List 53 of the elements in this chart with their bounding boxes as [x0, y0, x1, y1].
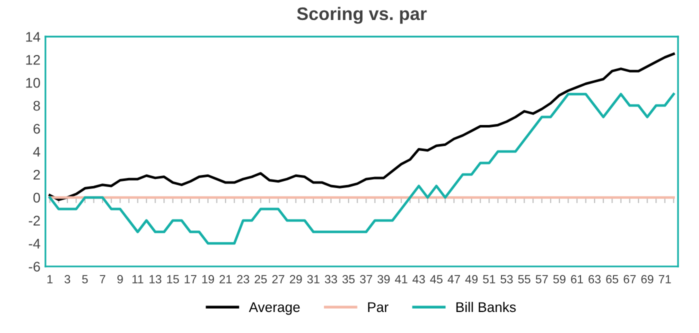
x-tick-label: 11: [132, 275, 144, 284]
x-tick-label: 47: [448, 275, 460, 284]
line-series: [48, 52, 675, 202]
y-tick-label: 4: [33, 146, 40, 157]
x-tick-label: 69: [641, 275, 654, 284]
line-series: [48, 92, 675, 245]
y-tick-label: 6: [34, 124, 40, 134]
y-tick-label: 12: [26, 54, 40, 65]
x-tick-label: 9: [117, 275, 123, 284]
x-tick-label: 43: [412, 275, 425, 284]
x-tick-label: 25: [254, 275, 267, 284]
x-tick-label: 17: [184, 275, 196, 284]
x-tick-label: 57: [536, 275, 548, 284]
y-tick-label: -6: [28, 262, 40, 272]
y-tick-label: 8: [33, 100, 40, 111]
legend-label: Average: [248, 302, 300, 315]
x-tick-label: 51: [483, 275, 496, 284]
legend-label: Bill Banks: [456, 302, 516, 312]
x-tick-label: 13: [150, 275, 162, 284]
y-tick-label: -2: [28, 216, 40, 226]
x-tick-label: 7: [100, 275, 106, 284]
x-tick-label: 15: [167, 275, 179, 284]
x-tick-label: 1: [47, 275, 53, 284]
x-tick-label: 53: [500, 275, 513, 284]
y-tick-label: 2: [34, 170, 40, 180]
x-tick-label: 31: [307, 275, 320, 284]
x-tick-label: 33: [324, 275, 338, 284]
x-tick-label: 61: [571, 275, 583, 284]
x-tick-label: 21: [220, 275, 232, 284]
chart-title: Scoring vs. par: [297, 6, 427, 24]
x-tick-label: 37: [360, 275, 372, 284]
x-tick-label: 27: [272, 275, 284, 284]
x-tick-label: 71: [658, 275, 671, 284]
y-tick-label: 14: [26, 32, 40, 42]
x-tick-label: 45: [430, 275, 442, 284]
x-tick-label: 23: [237, 275, 250, 284]
x-tick-label: 19: [202, 275, 214, 284]
x-tick-label: 49: [465, 275, 478, 284]
x-tick-label: 63: [588, 275, 601, 284]
x-tick-label: 5: [82, 275, 88, 284]
x-tick-label: 35: [342, 275, 355, 284]
x-tick-label: 67: [624, 275, 636, 284]
y-tick-label: -4: [28, 238, 40, 248]
x-tick-label: 59: [553, 275, 566, 284]
x-tick-label: 41: [394, 275, 408, 284]
x-tick-label: 65: [606, 275, 618, 284]
x-tick-label: 55: [518, 275, 530, 284]
x-tick-label: 29: [290, 275, 302, 284]
x-tick-label: 39: [378, 275, 390, 284]
legend-label: Par: [368, 302, 388, 312]
y-tick-label: 10: [26, 78, 40, 88]
x-tick-label: 3: [64, 275, 70, 284]
y-tick-label: 0: [33, 192, 40, 203]
